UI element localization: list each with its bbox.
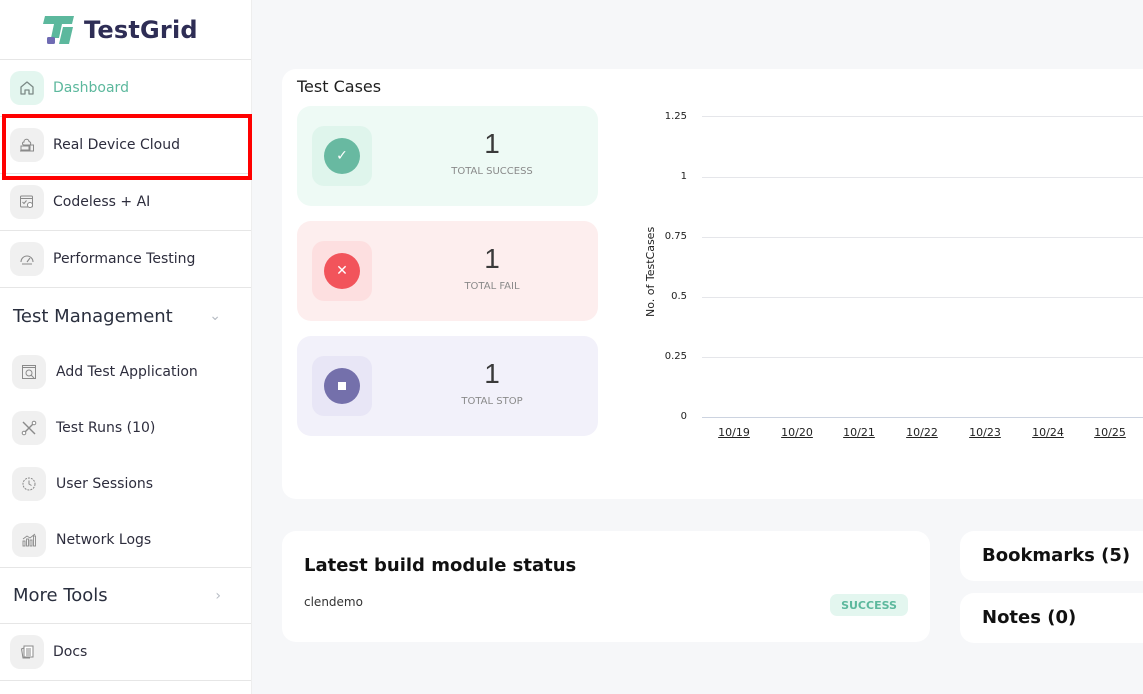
- stat-icon-box: ✕: [312, 241, 372, 301]
- gridline: [702, 116, 1143, 117]
- sidebar-item-real-device-cloud[interactable]: Real Device Cloud: [0, 117, 251, 174]
- card-title: Test Cases: [297, 77, 382, 96]
- bookmarks-card[interactable]: Bookmarks (5): [960, 531, 1143, 581]
- stat-label: TOTAL FAIL: [464, 281, 520, 292]
- sidebar-item-network-logs[interactable]: Network Logs: [0, 512, 251, 568]
- codeless-icon: [10, 185, 44, 219]
- sidebar-item-codeless-ai[interactable]: Codeless + AI: [0, 174, 251, 231]
- tools-icon: [12, 411, 46, 445]
- bookmarks-title: Bookmarks (5): [982, 545, 1131, 566]
- close-icon: ✕: [324, 253, 360, 289]
- sidebar-item-dashboard[interactable]: Dashboard: [0, 60, 251, 117]
- sidebar-item-label: Codeless + AI: [53, 194, 151, 210]
- section-test-management[interactable]: Test Management ⌄: [0, 288, 251, 344]
- home-icon: [10, 71, 44, 105]
- section-title: More Tools: [13, 585, 108, 606]
- y-tick: 1: [680, 171, 687, 182]
- sidebar-item-add-test-application[interactable]: Add Test Application: [0, 344, 251, 400]
- y-tick: 0.5: [671, 291, 687, 302]
- status-badge: SUCCESS: [830, 594, 908, 616]
- x-tick: 10/25: [1094, 426, 1126, 439]
- test-cases-card: Test Cases ✓ 1 TOTAL SUCCESS ✕ 1 TOTAL F…: [282, 69, 1143, 499]
- y-tick: 0.25: [664, 351, 687, 362]
- sidebar-item-performance-testing[interactable]: Performance Testing: [0, 231, 251, 288]
- stat-total-success[interactable]: ✓ 1 TOTAL SUCCESS: [297, 106, 598, 206]
- sidebar-item-label: Network Logs: [56, 531, 152, 548]
- x-tick: 10/24: [1032, 426, 1064, 439]
- module-name[interactable]: clendemo: [304, 595, 363, 609]
- gridline: [702, 237, 1143, 238]
- notes-title: Notes (0): [982, 607, 1077, 628]
- sidebar-item-label: Performance Testing: [53, 251, 196, 267]
- gauge-icon: [10, 242, 44, 276]
- x-tick: 10/23: [969, 426, 1001, 439]
- logo[interactable]: TestGrid: [0, 0, 251, 60]
- stat-value: 1: [484, 128, 500, 159]
- y-tick: 0.75: [664, 231, 687, 242]
- x-axis-line: [702, 417, 1143, 418]
- sidebar-item-label: Test Runs (10): [56, 420, 156, 436]
- stat-total-stop[interactable]: 1 TOTAL STOP: [297, 336, 598, 436]
- gridline: [702, 357, 1143, 358]
- sidebar: TestGrid Dashboard Real Device Cloud Cod…: [0, 0, 252, 694]
- testgrid-logo-icon: [42, 14, 75, 46]
- stat-value: 1: [484, 243, 500, 274]
- sidebar-item-label: Docs: [53, 644, 88, 660]
- x-tick: 10/19: [718, 426, 750, 439]
- stat-icon-box: ✓: [312, 126, 372, 186]
- sidebar-item-label: Real Device Cloud: [53, 137, 180, 153]
- stat-label: TOTAL SUCCESS: [451, 166, 533, 177]
- stat-value: 1: [484, 358, 500, 389]
- x-tick: 10/20: [781, 426, 813, 439]
- card-title: Latest build module status: [304, 555, 577, 576]
- sidebar-item-label: Dashboard: [53, 80, 129, 96]
- build-status-card: Latest build module status clendemo SUCC…: [282, 531, 930, 642]
- device-cloud-icon: [10, 128, 44, 162]
- sidebar-item-label: Add Test Application: [56, 364, 198, 380]
- stop-icon: [324, 368, 360, 404]
- sidebar-item-test-runs[interactable]: Test Runs (10): [0, 400, 251, 456]
- stat-label: TOTAL STOP: [461, 396, 523, 407]
- section-more-tools[interactable]: More Tools ›: [0, 568, 251, 624]
- sidebar-item-label: User Sessions: [56, 476, 154, 492]
- x-tick: 10/21: [843, 426, 875, 439]
- y-tick: 0: [680, 411, 687, 422]
- chevron-down-icon[interactable]: ⌄: [209, 308, 221, 324]
- add-app-icon: [12, 355, 46, 389]
- gridline: [702, 177, 1143, 178]
- check-icon: ✓: [324, 138, 360, 174]
- sidebar-item-docs[interactable]: Docs: [0, 624, 251, 681]
- clock-icon: [12, 467, 46, 501]
- gridline: [702, 297, 1143, 298]
- app-name: TestGrid: [84, 15, 198, 44]
- sidebar-item-user-sessions[interactable]: User Sessions: [0, 456, 251, 512]
- section-title: Test Management: [13, 305, 173, 327]
- notes-card[interactable]: Notes (0): [960, 593, 1143, 643]
- bar-chart-icon: [12, 522, 46, 557]
- y-tick: 1.25: [664, 111, 687, 122]
- x-tick: 10/22: [906, 426, 938, 439]
- chevron-right-icon[interactable]: ›: [215, 587, 221, 604]
- docs-icon: [10, 635, 44, 669]
- stat-total-fail[interactable]: ✕ 1 TOTAL FAIL: [297, 221, 598, 321]
- stat-icon-box: [312, 356, 372, 416]
